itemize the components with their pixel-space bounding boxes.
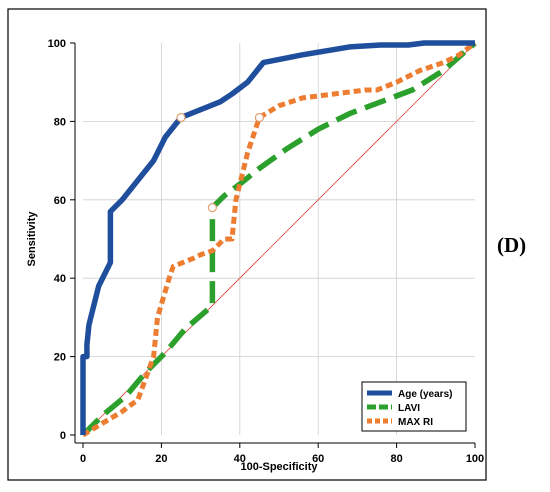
legend-label: Age (years) (398, 389, 452, 400)
y-tick-label: 20 (54, 352, 66, 364)
criterion-marker (207, 203, 217, 213)
x-tick-label: 100 (466, 453, 484, 465)
x-tick-label: 40 (234, 453, 246, 465)
outer-frame (7, 8, 487, 481)
y-axis-label: Sensitivity (26, 211, 38, 267)
panel-label: (D) (497, 233, 527, 257)
series-line-max-ri (81, 41, 477, 438)
y-tick-label: 100 (48, 38, 66, 50)
criterion-marker (254, 112, 264, 123)
x-tick-label: 60 (312, 453, 324, 465)
y-tick-label: 0 (60, 430, 66, 442)
criterion-marker (176, 112, 186, 123)
y-tick-label: 60 (54, 195, 66, 207)
series-line-lavi (81, 40, 477, 437)
y-tick-label: 40 (54, 273, 66, 285)
legend-label: LAVI (398, 403, 420, 414)
x-axis-label: 100-Specificity (240, 461, 318, 473)
x-tick-label: 20 (155, 453, 167, 465)
legend-label: MAX RI (398, 417, 433, 428)
y-tick-label: 80 (54, 116, 66, 128)
x-tick-label: 80 (390, 453, 402, 465)
reference-diagonal (82, 42, 476, 436)
series-line-age-years (80, 40, 475, 435)
x-tick-label: 0 (80, 453, 86, 465)
